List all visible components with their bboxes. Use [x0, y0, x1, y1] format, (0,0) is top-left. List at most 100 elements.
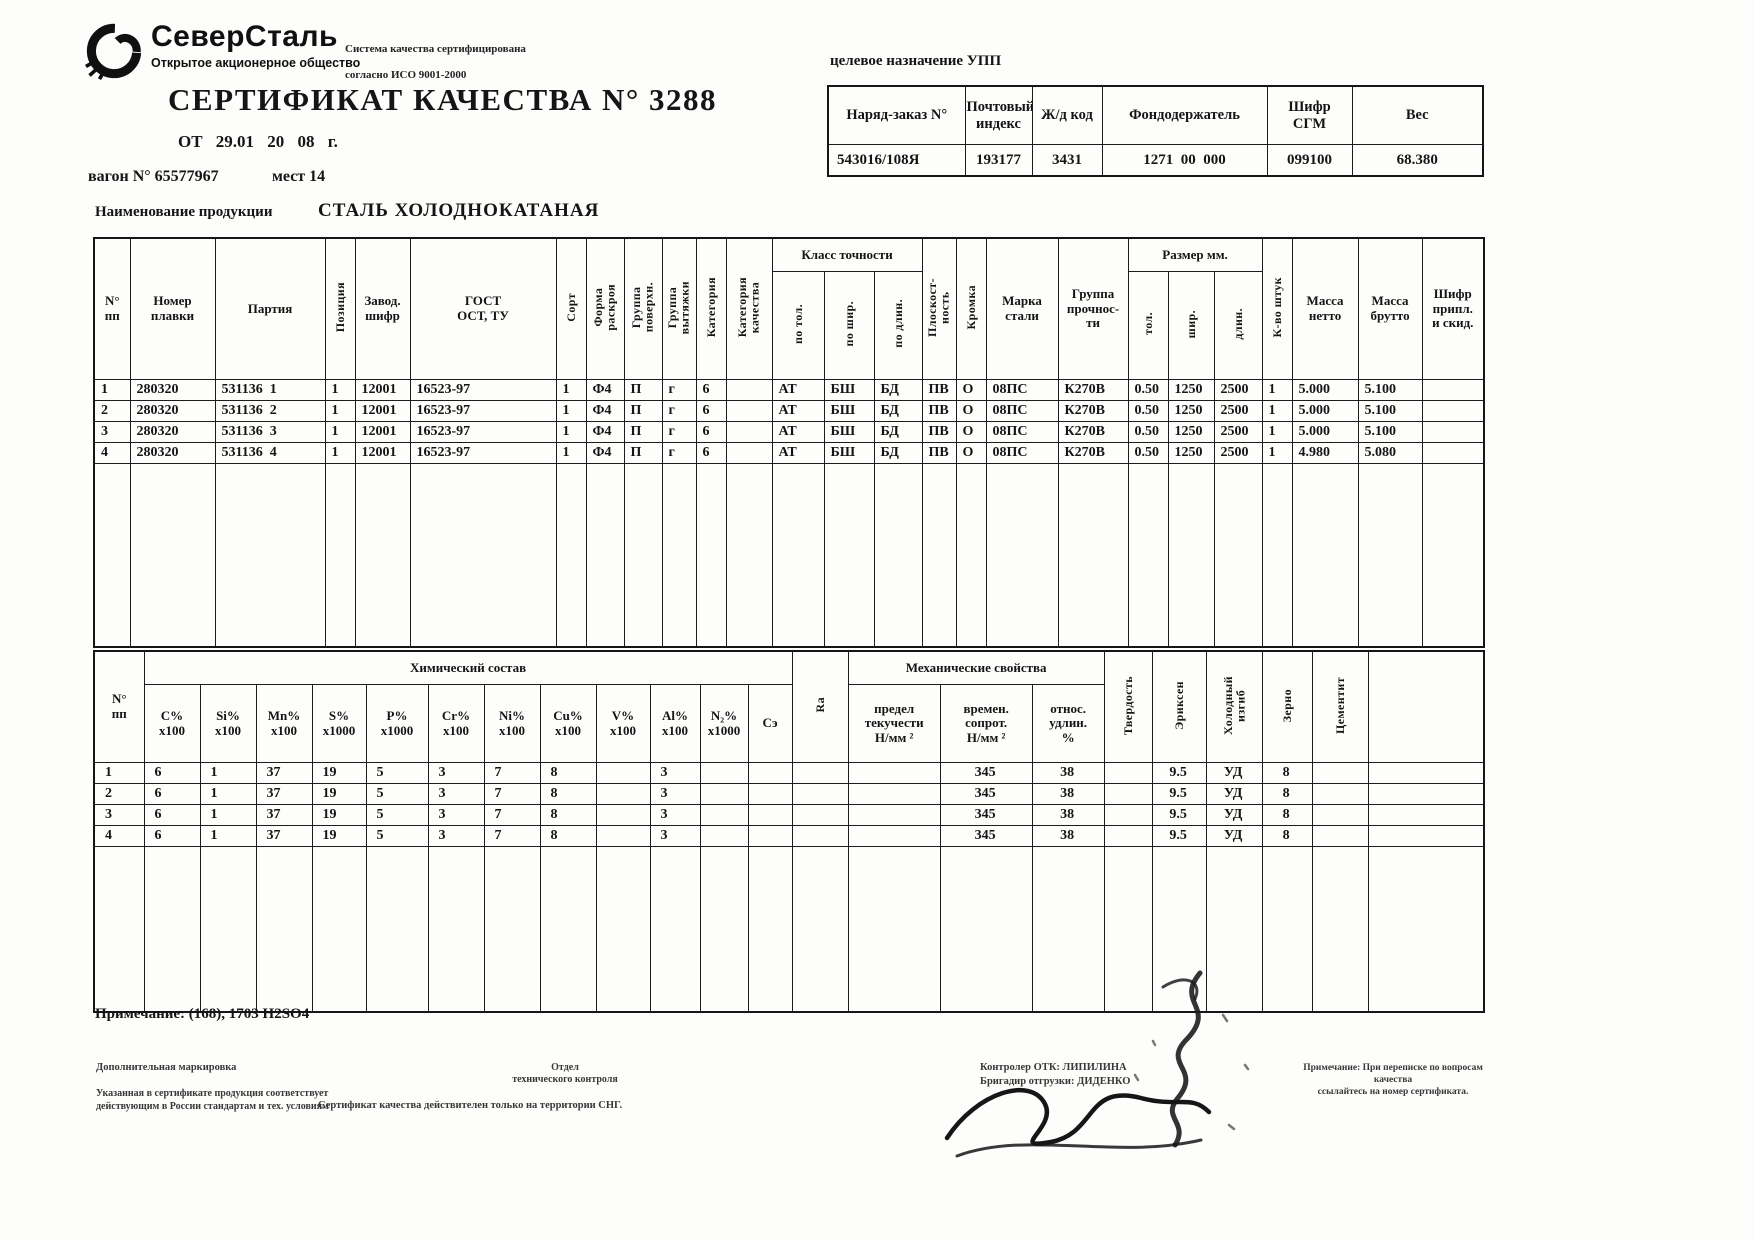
col-header-steel-grade: Марка стали	[985, 237, 1059, 380]
table-cell: 9.5	[1151, 825, 1207, 847]
col-header-plant-code: Завод. шифр	[354, 237, 411, 380]
col-header-v: V% х100	[595, 684, 651, 763]
col-header-edge: Кромка	[955, 237, 987, 380]
table-cell: УД	[1205, 783, 1263, 805]
table-cell: 9.5	[1151, 783, 1207, 805]
col-header-fund-holder: Фондодержатель	[1101, 85, 1268, 145]
table-cell: 345	[939, 825, 1033, 847]
table-cell: П	[623, 400, 663, 422]
sgm-cipher-value: 099100	[1266, 144, 1353, 177]
col-header-melt-number: Номер плавки	[129, 237, 216, 380]
col-header-n2: N₂% х1000	[699, 684, 749, 763]
product-name-value: СТАЛЬ ХОЛОДНОКАТАНАЯ	[318, 200, 600, 221]
table-cell	[847, 804, 941, 826]
table-row: 2 6 1 37 19 5 3 7 8 3 345 38 9.5 УД 8	[93, 783, 1485, 805]
wagon-number: вагон N° 65577967	[88, 168, 219, 185]
table-cell	[939, 846, 1033, 1012]
col-header-elongation: относ. удлин. %	[1031, 684, 1105, 763]
table-cell: АТ	[771, 400, 825, 422]
col-header-accuracy-thickness: по тол.	[771, 271, 825, 380]
table-cell: БД	[873, 421, 923, 443]
table-cell	[1291, 463, 1359, 647]
table-cell	[661, 463, 697, 647]
table-cell: УД	[1205, 804, 1263, 826]
table-cell: 7	[483, 804, 541, 826]
table-cell	[1421, 442, 1485, 464]
table-cell: Ф4	[585, 442, 625, 464]
table-cell: ПВ	[921, 379, 957, 401]
col-header-batch: Партия	[214, 237, 326, 380]
table-cell: О	[955, 442, 987, 464]
table-cell	[427, 846, 485, 1012]
table-cell: 531136 3	[214, 421, 326, 443]
table-cell: г	[661, 421, 697, 443]
table-cell: УД	[1205, 825, 1263, 847]
fund-holder-value: 1271 00 000	[1101, 144, 1268, 177]
table-cell: 3	[427, 804, 485, 826]
table-cell	[1261, 463, 1293, 647]
table-cell: БД	[873, 400, 923, 422]
col-header-strength-group: Группа прочнос- ти	[1057, 237, 1129, 380]
table-cell: К270В	[1057, 442, 1129, 464]
page-title: СЕРТИФИКАТ КАЧЕСТВА N° 3288	[168, 82, 718, 117]
table-cell	[1103, 804, 1153, 826]
table-cell	[555, 463, 587, 647]
table-cell: 38	[1031, 825, 1105, 847]
table-cell: 12001	[354, 400, 411, 422]
table-cell	[539, 846, 597, 1012]
table-cell: 1	[324, 400, 356, 422]
table-cell	[747, 762, 793, 784]
table-cell: 6	[143, 804, 201, 826]
weight-value: 68.380	[1351, 144, 1484, 177]
table-cell: 280320	[129, 379, 216, 401]
otk-department-label: Отдел технического контроля	[512, 1062, 618, 1085]
table-cell	[725, 442, 773, 464]
col-header-order-number: Наряд-заказ N°	[827, 85, 966, 145]
table-cell: 3	[427, 825, 485, 847]
col-header-cold-bend: Холодный изгиб	[1205, 650, 1263, 763]
table-cell	[1311, 762, 1369, 784]
table-cell: 08ПС	[985, 421, 1059, 443]
table-cell: 1	[555, 442, 587, 464]
col-header-cipher: Шифр припл. и скид.	[1421, 237, 1485, 380]
table-cell	[585, 463, 625, 647]
group-header-chemical: Химический состав	[143, 650, 793, 685]
order-number-value: 543016/108Я	[827, 144, 966, 177]
table-cell	[747, 825, 793, 847]
table-cell: 8	[539, 783, 597, 805]
table-cell	[143, 846, 201, 1012]
logo-subtitle: Открытое акционерное общество	[151, 56, 361, 70]
table-cell: 1250	[1167, 421, 1215, 443]
col-header-size-width: шир.	[1167, 271, 1215, 380]
chem-header-row-1: N° пп Химический состав Ra Механические …	[93, 650, 1485, 763]
chem-mech-table: N° пп Химический состав Ra Механические …	[93, 650, 1486, 1013]
table-cell: Ф4	[585, 421, 625, 443]
table-cell: 0.50	[1127, 442, 1169, 464]
table-cell	[1167, 463, 1215, 647]
table-cell	[873, 463, 923, 647]
col-header-grain: Зерно	[1261, 650, 1313, 763]
table-cell: 2	[93, 400, 131, 422]
table-cell: 6	[143, 783, 201, 805]
table-cell	[255, 846, 313, 1012]
table-cell	[1367, 846, 1485, 1012]
logo-block: СеверСталь Открытое акционерное общество	[85, 22, 360, 80]
table-cell: 6	[143, 762, 201, 784]
table-cell: 6	[695, 421, 727, 443]
table-cell	[791, 825, 849, 847]
col-header-al: Al% х100	[649, 684, 701, 763]
table-cell: 5.000	[1291, 421, 1359, 443]
table-cell	[595, 783, 651, 805]
col-header-yield: предел текучести Н/мм ²	[847, 684, 941, 763]
otk-controller-line: Контролер ОТК: ЛИПИЛИНА	[980, 1062, 1127, 1073]
table-cell	[649, 846, 701, 1012]
table-cell	[93, 463, 131, 647]
col-header-sort: Сорт	[555, 237, 587, 380]
col-header-accuracy-length: по длин.	[873, 271, 923, 380]
table-row: 4 6 1 37 19 5 3 7 8 3 345 38 9.5 УД 8	[93, 825, 1485, 847]
iso-certification-text: Система качества сертифицирована согласн…	[345, 36, 526, 88]
table-cell: 2500	[1213, 442, 1263, 464]
table-cell: Ф4	[585, 379, 625, 401]
group-header-accuracy-class: Класс точности	[771, 237, 923, 272]
col-header-net-mass: Масса нетто	[1291, 237, 1359, 380]
